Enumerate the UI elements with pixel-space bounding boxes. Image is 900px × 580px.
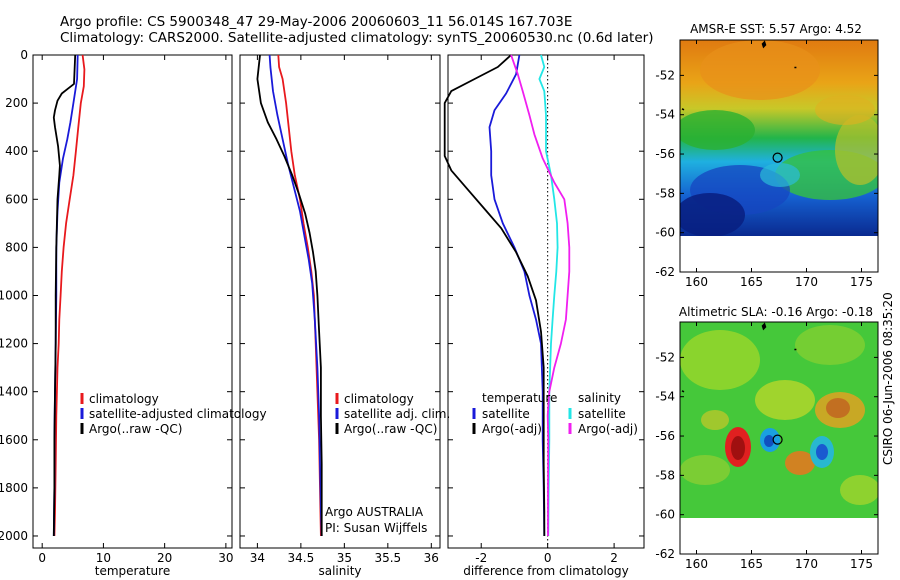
x-tick-label: 35.5 — [374, 551, 401, 565]
plot-frame — [32, 54, 233, 549]
y-tick-label: 400 — [5, 144, 28, 158]
y-tick-label: 1800 — [0, 481, 28, 495]
x-axis-label: temperature — [95, 564, 170, 578]
sst-map-frame — [679, 39, 879, 273]
map-x-tick-label: 170 — [795, 557, 818, 571]
island-marks — [761, 40, 797, 69]
x-tick-label: 30 — [218, 551, 233, 565]
legend-label: satellite — [482, 407, 530, 421]
y-tick-label: 600 — [5, 192, 28, 206]
map-y-tick-label: -54 — [655, 108, 675, 122]
island-marks — [681, 108, 685, 111]
y-tick-label: 800 — [5, 240, 28, 254]
y-tick-label: 1400 — [0, 385, 28, 399]
legend-label: Argo(..raw -QC) — [89, 422, 182, 436]
x-axis-label: difference from climatology — [463, 564, 629, 578]
series-line-red — [277, 54, 322, 537]
x-tick-label: 2 — [610, 551, 618, 565]
annotation-text: PI: Susan Wijffels — [325, 521, 427, 535]
map-y-tick-label: -52 — [655, 68, 675, 82]
legend-group-title: temperature — [482, 391, 557, 405]
x-axis-label: salinity — [318, 564, 361, 578]
footer-stamp: CSIRO 06-Jun-2006 08:35:20 — [881, 292, 895, 465]
series-line-blue — [488, 54, 546, 537]
map-x-tick-label: 175 — [850, 275, 873, 289]
sst-argo-marker — [772, 152, 783, 163]
legend-label: satellite — [578, 407, 626, 421]
y-tick-label: 0 — [20, 48, 28, 62]
sla-map-frame — [679, 321, 879, 555]
legend-label: satellite adj. clim. — [344, 407, 450, 421]
legend-label: climatology — [344, 392, 414, 406]
header-line-2: Climatology: CARS2000. Satellite-adjuste… — [60, 30, 654, 46]
series-line-blue — [268, 54, 323, 537]
sla-map-title: Altimetric SLA: -0.16 Argo: -0.18 — [679, 305, 873, 319]
series-line-magenta — [510, 54, 571, 536]
y-tick-label: 200 — [5, 96, 28, 110]
map-y-tick-label: -58 — [655, 468, 675, 482]
legend-label: Argo(-adj) — [578, 422, 638, 436]
x-tick-label: 34.5 — [288, 551, 315, 565]
x-tick-label: 0 — [38, 551, 46, 565]
sla-map-panel: Altimetric SLA: -0.16 Argo: -0.18 160 165… — [655, 305, 879, 571]
plot-frame — [239, 54, 441, 549]
plot-frame — [447, 54, 645, 549]
map-y-tick-label: -56 — [655, 429, 675, 443]
x-tick-label: 35 — [337, 551, 352, 565]
map-x-tick-label: 160 — [685, 557, 708, 571]
legend-label: Argo(..raw -QC) — [344, 422, 437, 436]
sst-field-features — [680, 40, 878, 236]
sla-map-axes: 160 165 170 175 -52 -54 -56 -58 -60 -62 — [655, 322, 878, 571]
map-y-tick-label: -56 — [655, 147, 675, 161]
map-x-tick-label: 165 — [740, 275, 763, 289]
map-x-tick-label: 160 — [685, 275, 708, 289]
x-tick-label: 34 — [250, 551, 265, 565]
sst-map-axes: 160 165 170 175 -52 -54 -56 -58 -60 -62 — [655, 40, 878, 289]
legend-label: climatology — [89, 392, 159, 406]
map-y-tick-label: -58 — [655, 186, 675, 200]
x-tick-label: -2 — [475, 551, 487, 565]
y-tick-label: 2000 — [0, 529, 28, 543]
sst-map-title: AMSR-E SST: 5.57 Argo: 4.52 — [690, 22, 862, 36]
island-marks — [761, 322, 797, 351]
series-line-blue — [52, 54, 79, 537]
map-y-tick-label: -52 — [655, 350, 675, 364]
map-y-tick-label: -60 — [655, 508, 675, 522]
y-tick-label: 1600 — [0, 433, 28, 447]
island-marks — [681, 390, 685, 393]
sst-map-panel: AMSR-E SST: 5.57 Argo: 4.52 160 165 170 175… — [655, 22, 879, 289]
salinity-panel: 34 34.5 35 35.5 36 salinity climatologysatelli… — [239, 54, 450, 578]
map-y-tick-label: -60 — [655, 226, 675, 240]
legend-label: satellite-adjusted climatology — [89, 407, 267, 421]
series-line-black — [52, 54, 77, 537]
legend-label: Argo(-adj) — [482, 422, 542, 436]
x-tick-label: 10 — [96, 551, 111, 565]
y-tick-label: 1000 — [0, 288, 28, 302]
x-tick-label: 0 — [544, 551, 552, 565]
y-tick-label: 1200 — [0, 337, 28, 351]
map-y-tick-label: -62 — [655, 547, 675, 561]
sla-field-features — [680, 325, 878, 505]
map-y-tick-label: -62 — [655, 265, 675, 279]
series-line-red — [53, 54, 86, 537]
map-x-tick-label: 175 — [850, 557, 873, 571]
sla-argo-marker — [772, 434, 783, 445]
map-y-tick-label: -54 — [655, 390, 675, 404]
header-line-1: Argo profile: CS 5900348_47 29-May-2006 … — [60, 14, 573, 30]
temperature-panel: 0 10 20 30 0 200 400 600 800 1000 1200 1400 1600 1800… — [0, 48, 267, 578]
legend-group-title: salinity — [578, 391, 621, 405]
map-x-tick-label: 170 — [795, 275, 818, 289]
annotation-text: Argo AUSTRALIA — [325, 505, 424, 519]
series-line-black — [256, 54, 323, 536]
x-tick-label: 20 — [157, 551, 172, 565]
x-tick-label: 36 — [424, 551, 439, 565]
map-x-tick-label: 165 — [740, 557, 763, 571]
series-line-black — [443, 54, 546, 536]
